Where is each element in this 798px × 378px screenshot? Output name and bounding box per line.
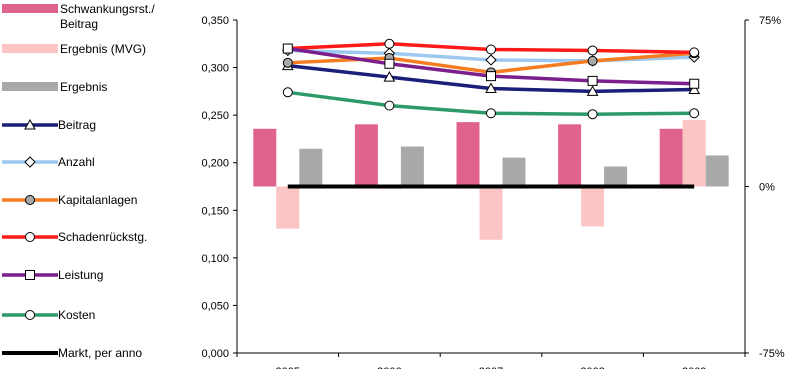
legend-symbol xyxy=(2,44,58,53)
bar-ergebnis-mvg xyxy=(479,186,503,240)
legend-marker xyxy=(24,118,36,130)
point-beitrag xyxy=(383,71,396,82)
legend-symbol xyxy=(2,195,58,205)
legend-label: Kapitalanlagen xyxy=(58,193,138,207)
point-kapitalanlagen xyxy=(587,55,598,66)
legend-item-ergebnis: Ergebnis xyxy=(0,80,200,112)
x-tick-label: 2009 xyxy=(682,366,706,369)
legend-swatch xyxy=(2,4,58,13)
point-kosten xyxy=(282,87,293,98)
point-kosten xyxy=(587,109,598,120)
y-tick-label: 0,050 xyxy=(201,300,229,312)
y-tick-label: 0,350 xyxy=(201,15,229,27)
legend-symbol xyxy=(2,310,58,320)
bar-ergebnis xyxy=(299,148,323,187)
legend-symbol xyxy=(2,118,58,130)
point-leistung xyxy=(486,71,496,82)
legend-label: Schwankungsrst./ Beitrag xyxy=(60,2,155,31)
y2-tick-label: -75% xyxy=(759,348,785,360)
y-tick-label: 0,250 xyxy=(201,110,229,122)
legend-marker xyxy=(25,232,35,242)
bar-schwankungsrst-beitrag xyxy=(659,128,683,187)
legend-label: Beitrag xyxy=(58,118,97,132)
legend-item-schadenrückstg: Schadenrückstg. xyxy=(0,230,200,262)
legend-label: Ergebnis xyxy=(60,80,108,94)
x-tick-label: 2005 xyxy=(276,366,300,369)
bar-ergebnis xyxy=(400,146,424,187)
x-tick-label: 2008 xyxy=(580,366,604,369)
bar-ergebnis xyxy=(604,166,628,187)
bar-ergebnis xyxy=(705,155,729,187)
point-kapitalanlagen xyxy=(282,57,293,68)
legend-item-beitrag: Beitrag xyxy=(0,118,200,150)
legend-symbol xyxy=(2,270,58,280)
point-anzahl xyxy=(485,54,497,66)
y-tick-label: 0,000 xyxy=(201,348,229,360)
y2-tick-label: 0% xyxy=(759,182,775,194)
x-tick-label: 2006 xyxy=(377,366,401,369)
bar-schwankungsrst-beitrag xyxy=(558,124,582,187)
legend-label: Ergebnis (MVG) xyxy=(60,42,147,56)
point-kosten xyxy=(384,100,395,111)
bar-ergebnis-mvg xyxy=(682,119,706,187)
y-tick-label: 0,150 xyxy=(201,205,229,217)
legend-symbol xyxy=(2,82,58,91)
legend-swatch xyxy=(2,44,58,53)
y-tick-label: 0,100 xyxy=(201,253,229,265)
legend-item-markt-per-anno: Markt, per anno xyxy=(0,346,200,378)
legend-symbol xyxy=(2,4,58,13)
point-schadenrückstg xyxy=(689,47,700,58)
legend-symbol xyxy=(2,156,58,168)
point-schadenrückstg xyxy=(587,45,598,56)
legend-item-anzahl: Anzahl xyxy=(0,155,200,187)
legend: Schwankungsrst./ Beitrag Ergebnis (MVG) Er… xyxy=(0,0,200,369)
point-schadenrückstg xyxy=(486,44,496,55)
legend-item-kosten: Kosten xyxy=(0,308,200,340)
point-beitrag xyxy=(485,82,497,94)
bar-ergebnis-mvg xyxy=(276,186,300,229)
point-leistung xyxy=(689,78,700,89)
chart: 0,000 0,050 0,100 0,150 0,200 0,250 0,300 0,350… xyxy=(201,15,785,369)
legend-label: Markt, per anno xyxy=(58,346,143,360)
y-tick-label: 0,200 xyxy=(201,158,229,170)
legend-marker xyxy=(25,270,35,280)
bar-schwankungsrst-beitrag xyxy=(253,128,277,187)
legend-marker xyxy=(25,195,35,205)
point-leistung xyxy=(587,75,598,86)
point-leistung xyxy=(384,58,395,69)
x-tick-label: 2007 xyxy=(479,366,503,369)
legend-symbol xyxy=(2,232,58,242)
bar-ergebnis xyxy=(502,157,526,187)
point-schadenrückstg xyxy=(384,38,395,49)
point-leistung xyxy=(282,43,293,54)
bar-ergebnis-mvg xyxy=(581,186,605,227)
legend-label: Kosten xyxy=(58,308,96,322)
legend-item-leistung: Leistung xyxy=(0,268,200,300)
legend-symbol xyxy=(2,351,58,355)
legend-label: Leistung xyxy=(58,268,104,282)
point-kosten xyxy=(689,108,700,119)
legend-item-ergebnis-mvg: Ergebnis (MVG) xyxy=(0,42,200,74)
point-kosten xyxy=(486,108,496,119)
bar-schwankungsrst-beitrag xyxy=(456,122,480,187)
legend-swatch xyxy=(2,82,58,91)
point-beitrag xyxy=(586,85,599,96)
legend-marker xyxy=(25,310,35,320)
bar-schwankungsrst-beitrag xyxy=(354,124,378,187)
legend-label: Anzahl xyxy=(58,155,95,169)
point-beitrag xyxy=(688,83,701,94)
legend-item-kapitalanlagen: Kapitalanlagen xyxy=(0,193,200,225)
legend-marker xyxy=(24,156,36,168)
legend-item-schwankungsrst-beitrag: Schwankungsrst./ Beitrag xyxy=(0,2,200,34)
y-tick-label: 0,300 xyxy=(201,63,229,75)
y2-tick-label: 75% xyxy=(759,15,781,27)
legend-label: Schadenrückstg. xyxy=(58,230,148,244)
